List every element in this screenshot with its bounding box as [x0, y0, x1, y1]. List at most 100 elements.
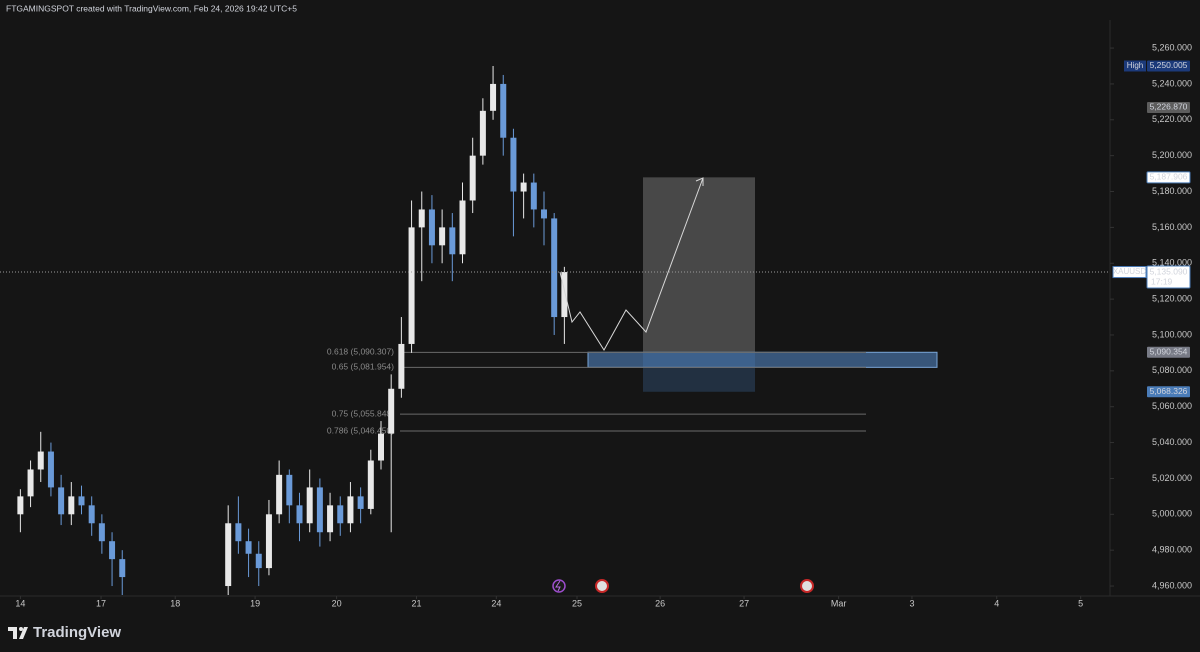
price-label: 5,090.354 — [1150, 347, 1188, 357]
brand-logo: TradingView — [8, 624, 121, 641]
candle-body — [98, 523, 105, 542]
x-tick-label: 3 — [909, 598, 914, 608]
logo-dot — [19, 627, 23, 631]
candle-body — [265, 514, 272, 569]
event-icons — [552, 579, 814, 593]
x-tick-label: 24 — [491, 598, 501, 608]
price-label-box — [1147, 386, 1190, 398]
x-tick-label: 18 — [170, 598, 180, 608]
candle-body — [286, 474, 293, 506]
price-countdown: 17:19 — [1151, 276, 1173, 286]
event-icon-glyph — [555, 580, 561, 592]
candle-body — [367, 460, 374, 509]
candle-body — [551, 218, 558, 318]
candle-body — [398, 343, 405, 389]
candle-body — [27, 469, 34, 497]
event-icon[interactable] — [595, 579, 609, 593]
price-label-box — [1147, 101, 1190, 113]
price-tag: XAUUSD — [1113, 267, 1147, 276]
price-label-box — [1147, 346, 1190, 358]
brand: TradingView — [33, 624, 121, 641]
y-tick-label: 5,120.000 — [1152, 293, 1192, 303]
projection-path — [559, 177, 704, 351]
y-tick-label: 5,080.000 — [1152, 365, 1192, 375]
candle-body — [510, 137, 517, 192]
x-tick-label: 27 — [739, 598, 749, 608]
candle-body — [109, 541, 116, 560]
y-tick-label: 5,220.000 — [1152, 114, 1192, 124]
fib-label: 0.618 (5,090.307) — [327, 347, 394, 357]
price-label: 5,187.906 — [1150, 172, 1188, 182]
candle-body — [255, 553, 262, 569]
y-tick-label: 5,240.000 — [1152, 78, 1192, 88]
projection-arrowhead — [695, 177, 704, 186]
candle-body — [225, 523, 232, 587]
candle-body — [490, 83, 497, 111]
logo-mark — [8, 627, 28, 639]
candle-body — [530, 182, 537, 210]
y-tick-label: 5,200.000 — [1152, 150, 1192, 160]
event-icon[interactable] — [552, 579, 566, 593]
candle-body — [449, 227, 456, 255]
candle-body — [88, 505, 95, 524]
y-tick-label: 5,160.000 — [1152, 222, 1192, 232]
price-label: 5,135.090 — [1150, 266, 1188, 276]
candle-body — [327, 505, 334, 533]
candle-body — [245, 541, 252, 554]
candle-body — [520, 182, 527, 192]
candle-body — [296, 505, 303, 524]
y-tick-label: 5,020.000 — [1152, 473, 1192, 483]
x-tick-label: Mar — [831, 598, 847, 608]
fib-label: 0.65 (5,081.954) — [332, 362, 395, 372]
candle-body — [561, 272, 568, 318]
price-label: 5,068.326 — [1150, 386, 1188, 396]
candle-body — [378, 433, 385, 461]
price-tag: High — [1127, 61, 1143, 70]
candle-body — [459, 200, 466, 255]
event-icon[interactable] — [800, 579, 814, 593]
candle-body — [58, 487, 65, 515]
candle-body — [428, 209, 435, 246]
candle-body — [337, 505, 344, 524]
price-tag-box — [1112, 266, 1147, 279]
x-tick-label: 21 — [411, 598, 421, 608]
price-tag-box — [1124, 60, 1146, 72]
y-tick-label: 5,000.000 — [1152, 509, 1192, 519]
candle-body — [500, 83, 507, 138]
x-tick-label: 26 — [655, 598, 665, 608]
fib-label: 0.786 (5,046.450) — [327, 425, 394, 435]
price-label: 5,250.005 — [1150, 60, 1188, 70]
candle-body — [347, 496, 354, 524]
candle-body — [388, 388, 395, 434]
header: FTGAMINGSPOT created with TradingView.co… — [6, 3, 297, 13]
candle-body — [276, 474, 283, 515]
plot: 0.618 (5,090.307) 0.65 (5,081.954) 0.75 (5… — [0, 65, 1110, 595]
candle-body — [408, 227, 415, 344]
x-tick-label: 14 — [15, 598, 25, 608]
candle-body — [469, 155, 476, 201]
candle-body — [357, 496, 364, 509]
x-tick-label: 20 — [332, 598, 342, 608]
price-label-box — [1146, 265, 1191, 289]
target-zone — [643, 177, 755, 353]
x-tick-label: 19 — [250, 598, 260, 608]
candle-body — [119, 559, 126, 578]
candle-body — [68, 496, 75, 515]
price-label-box — [1146, 171, 1191, 184]
price-label: 5,226.870 — [1150, 102, 1188, 112]
fib-label: 0.75 (5,055.848) — [332, 408, 395, 418]
candle-body — [47, 451, 54, 488]
x-tick-label: 5 — [1078, 598, 1083, 608]
x-tick-label: 4 — [994, 598, 999, 608]
candle-body — [316, 487, 323, 533]
candle-body — [235, 523, 242, 542]
candle-body — [306, 487, 313, 524]
x-tick-label: 17 — [96, 598, 106, 608]
candle-body — [17, 496, 24, 515]
x-tick-label: 25 — [572, 598, 582, 608]
y-tick-label: 5,260.000 — [1152, 42, 1192, 52]
candle-body — [439, 227, 446, 246]
candle-body — [540, 209, 547, 219]
y-tick-label: 5,180.000 — [1152, 186, 1192, 196]
